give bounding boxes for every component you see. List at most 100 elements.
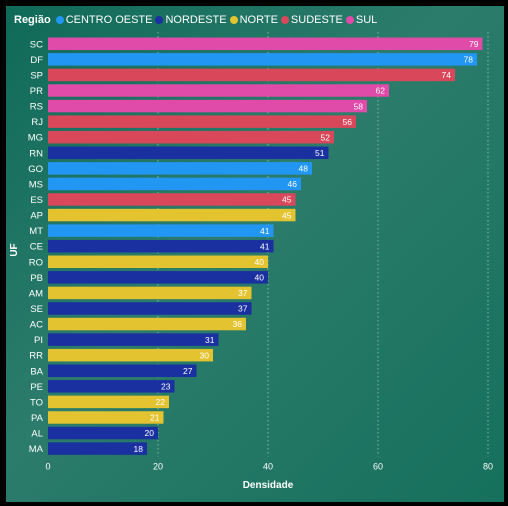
bar-rs[interactable] [48, 99, 367, 113]
legend-label: SUL [355, 14, 378, 26]
legend-label: CENTRO OESTE [65, 14, 153, 26]
bar-sp[interactable] [48, 68, 455, 82]
data-label: 41 [260, 226, 270, 236]
legend-dot-icon [345, 16, 354, 24]
category-label: PA [31, 413, 44, 424]
bar-df[interactable] [48, 53, 477, 66]
x-tick-label: 0 [45, 461, 50, 471]
category-label: RR [29, 351, 43, 362]
legend-item-sul[interactable]: SUL [345, 14, 378, 26]
data-label: 30 [200, 350, 210, 360]
bar-ba[interactable] [48, 364, 197, 378]
category-label: BA [30, 366, 43, 377]
legend-dot-icon [155, 16, 164, 24]
bar-al[interactable] [48, 426, 158, 440]
data-label: 22 [156, 397, 166, 407]
legend-label: NORDESTE [165, 14, 227, 26]
data-label: 46 [288, 179, 298, 189]
category-label: RN [29, 148, 43, 159]
bar-ro[interactable] [48, 255, 268, 269]
category-label: RS [30, 102, 43, 113]
data-label: 40 [255, 273, 265, 283]
bar-to[interactable] [48, 395, 169, 409]
legend-dot-icon [280, 16, 289, 24]
legend-item-centro-oeste[interactable]: CENTRO OESTE [55, 14, 153, 26]
category-label: RJ [31, 117, 43, 128]
bar-ce[interactable] [48, 239, 274, 253]
data-label: 18 [134, 444, 144, 454]
bar-go[interactable] [48, 162, 312, 175]
legend-title: Região [14, 14, 51, 26]
bar-ap[interactable] [48, 208, 296, 222]
x-axis-title: Densidade [243, 480, 294, 491]
bar-es[interactable] [48, 193, 296, 206]
x-tick-label: 40 [263, 461, 273, 471]
category-label: AL [31, 429, 43, 440]
data-label: 40 [255, 257, 265, 267]
data-label: 37 [238, 304, 248, 314]
bar-ac[interactable] [48, 317, 246, 331]
bar-pr[interactable] [48, 84, 389, 97]
data-label: 74 [442, 70, 452, 80]
data-label: 62 [376, 86, 386, 96]
data-label: 36 [233, 319, 243, 329]
x-tick-label: 80 [483, 461, 493, 471]
category-label: RO [29, 257, 43, 268]
category-label: SE [30, 304, 43, 315]
category-labels: SC DF SP PR RS RJ MG RN GO MS ES AP MT CE RO PB AM SE AC PI… [28, 39, 44, 455]
bar-rj[interactable] [48, 115, 356, 128]
data-label: 41 [260, 241, 270, 251]
legend-item-nordeste[interactable]: NORDESTE [155, 14, 227, 26]
category-label: MT [29, 226, 43, 237]
legend-item-norte[interactable]: NORTE [229, 14, 278, 26]
bar-mt[interactable] [48, 224, 274, 237]
data-label: 37 [238, 288, 248, 298]
data-label: 51 [315, 148, 325, 158]
legend-label: NORTE [239, 14, 278, 26]
category-label: MA [29, 444, 44, 455]
data-label: 27 [183, 366, 193, 376]
bar-am[interactable] [48, 286, 252, 300]
category-label: ES [30, 195, 43, 206]
data-label: 79 [469, 39, 479, 49]
x-tick-labels: 0 20 40 60 80 [45, 461, 493, 471]
bar-se[interactable] [48, 302, 252, 315]
category-label: MG [28, 133, 43, 144]
category-label: GO [28, 164, 43, 175]
legend: Região CENTRO OESTE NORDESTE NORTE SUDES… [14, 12, 380, 28]
category-label: SC [30, 39, 43, 50]
bar-pb[interactable] [48, 271, 268, 284]
bar-pe[interactable] [48, 380, 175, 393]
category-label: AP [30, 211, 43, 222]
data-label: 56 [343, 117, 353, 127]
category-label: AM [29, 288, 43, 299]
category-label: PE [30, 382, 43, 393]
data-label: 23 [161, 382, 171, 392]
bar-pa[interactable] [48, 411, 164, 424]
data-label: 21 [150, 413, 160, 423]
data-label: 58 [354, 101, 364, 111]
bar-pi[interactable] [48, 333, 219, 346]
data-label: 31 [205, 335, 215, 345]
legend-item-sudeste[interactable]: SUDESTE [280, 14, 343, 26]
bar-ma[interactable] [48, 442, 147, 455]
category-label: MS [29, 179, 43, 190]
bar-rr[interactable] [48, 348, 213, 362]
bar-sc[interactable] [48, 37, 483, 51]
data-label: 45 [282, 210, 292, 220]
category-label: PB [30, 273, 43, 284]
y-axis-title: UF [9, 243, 20, 256]
bar-mg[interactable] [48, 130, 334, 144]
bar-ms[interactable] [48, 177, 301, 191]
category-label: TO [30, 397, 43, 408]
legend-dot-icon [229, 16, 238, 24]
x-tick-label: 60 [373, 461, 383, 471]
category-label: SP [30, 70, 43, 81]
legend-label: SUDESTE [290, 14, 343, 26]
category-label: PI [34, 335, 43, 346]
category-label: CE [30, 242, 43, 253]
bar-rn[interactable] [48, 146, 329, 160]
